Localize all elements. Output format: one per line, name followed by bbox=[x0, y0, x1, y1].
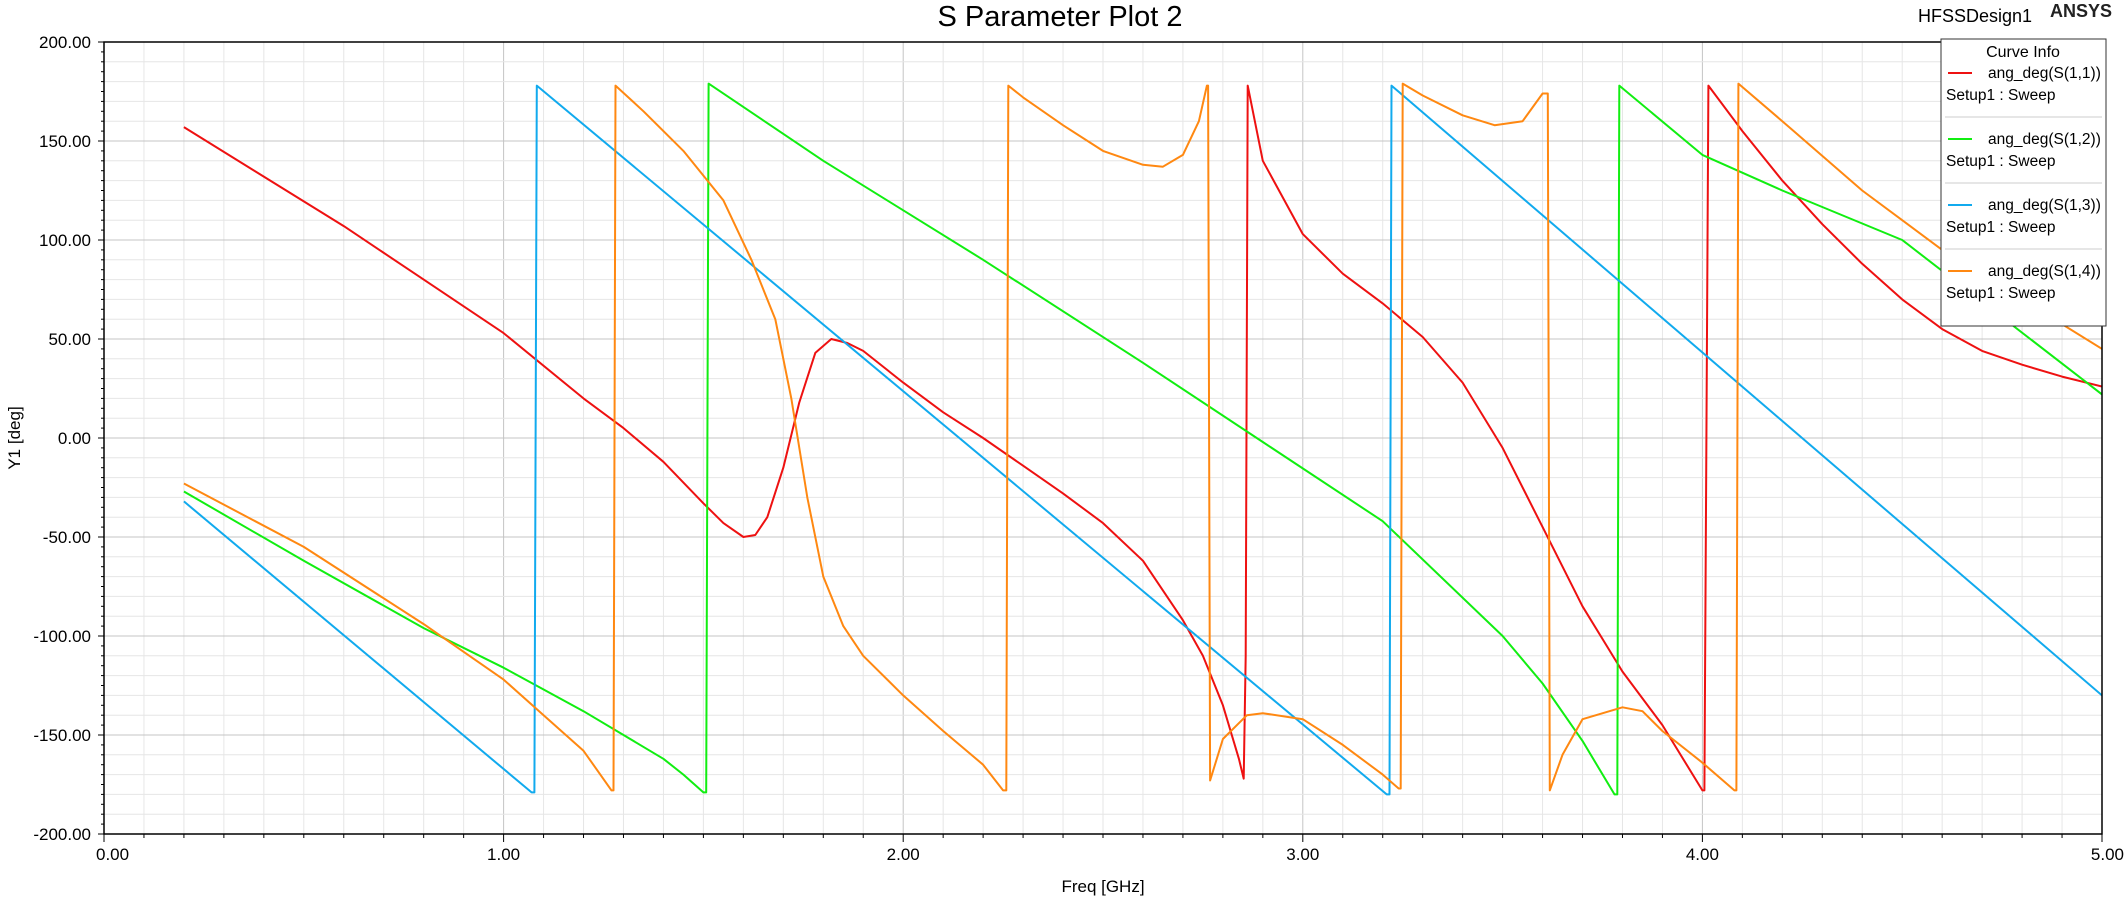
legend-box[interactable]: Curve Info ang_deg(S(1,1)) Setup1 : Sweep… bbox=[1940, 38, 2107, 327]
legend-series-name: ang_deg(S(1,4)) bbox=[1988, 263, 2101, 280]
x-tick-label: 3.00 bbox=[1286, 845, 1319, 864]
y-axis-label: Y1 [deg] bbox=[5, 406, 24, 469]
legend-series-name: ang_deg(S(1,1)) bbox=[1988, 65, 2101, 82]
x-tick-label: 2.00 bbox=[887, 845, 920, 864]
series-line-3 bbox=[183, 84, 2102, 796]
series-line-4 bbox=[183, 82, 2102, 792]
legend-series-name: ang_deg(S(1,2)) bbox=[1988, 131, 2101, 148]
legend-series-setup: Setup1 : Sweep bbox=[1946, 285, 2055, 302]
y-tick-label: 0.00 bbox=[58, 429, 91, 448]
y-tick-label: 100.00 bbox=[39, 231, 91, 250]
legend-series-setup: Setup1 : Sweep bbox=[1946, 87, 2055, 104]
x-tick-label: 4.00 bbox=[1686, 845, 1719, 864]
chart-title: S Parameter Plot 2 bbox=[938, 1, 1183, 33]
y-tick-label: 150.00 bbox=[39, 132, 91, 151]
y-tick-label: -100.00 bbox=[33, 627, 91, 646]
series-lines bbox=[183, 82, 2102, 796]
series-line-1 bbox=[183, 84, 2102, 792]
series-line-2 bbox=[183, 82, 2102, 796]
ansys-logo-text: ANSYS bbox=[2050, 1, 2112, 21]
legend-series-setup: Setup1 : Sweep bbox=[1946, 153, 2055, 170]
y-tick-label: -150.00 bbox=[33, 726, 91, 745]
grid-lines bbox=[104, 42, 2102, 834]
legend-entries: ang_deg(S(1,1)) Setup1 : Sweep ang_deg(S(1… bbox=[1945, 65, 2102, 302]
legend-series-name: ang_deg(S(1,3)) bbox=[1988, 197, 2101, 214]
legend-title: Curve Info bbox=[1986, 44, 2060, 61]
x-tick-label: 1.00 bbox=[487, 845, 520, 864]
y-tick-label: 200.00 bbox=[39, 33, 91, 52]
design-name-label: HFSSDesign1 bbox=[1918, 6, 2032, 26]
x-tick-label: 0.00 bbox=[96, 845, 129, 864]
y-tick-label: -200.00 bbox=[33, 825, 91, 844]
x-axis-label: Freq [GHz] bbox=[1061, 877, 1144, 896]
axes: 200.00 150.00 100.00 50.00 0.00 -50.00 -100.00… bbox=[33, 33, 2124, 864]
legend-series-setup: Setup1 : Sweep bbox=[1946, 219, 2055, 236]
y-tick-label: 50.00 bbox=[48, 330, 91, 349]
x-tick-label: 5.00 bbox=[2091, 845, 2124, 864]
y-tick-label: -50.00 bbox=[43, 528, 91, 547]
